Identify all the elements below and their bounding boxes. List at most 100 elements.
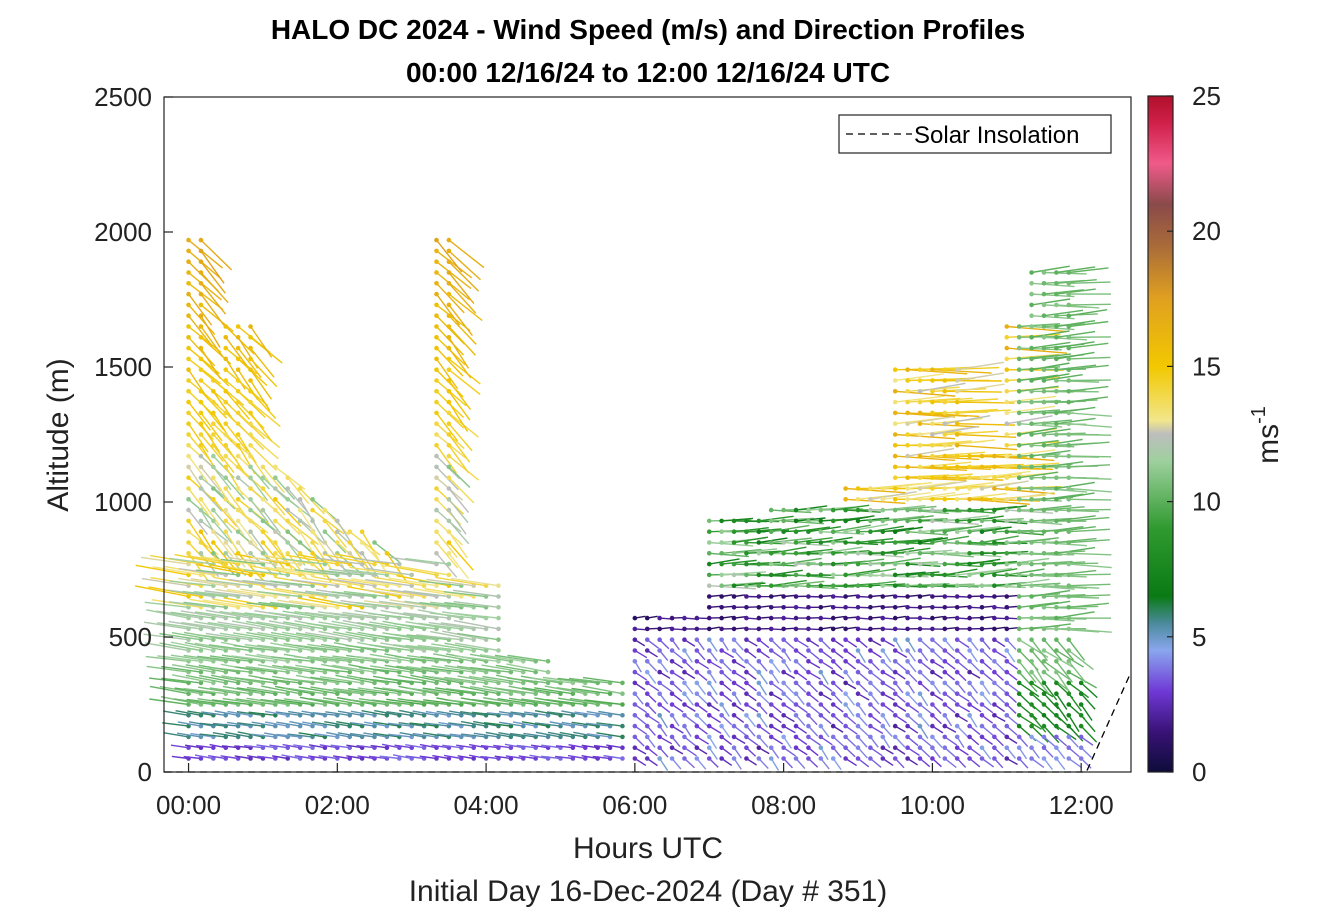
- wind-barb-head: [1054, 486, 1059, 491]
- wind-barb-head: [297, 691, 303, 696]
- wind-barb-shaft: [498, 731, 524, 738]
- wind-barb-head: [1041, 723, 1047, 729]
- wind-barb-shaft: [882, 671, 896, 680]
- wind-barb-head: [1041, 540, 1047, 545]
- wind-barb-head: [905, 399, 910, 405]
- wind-barb-head: [880, 756, 886, 761]
- wind-barb-shaft: [256, 621, 301, 630]
- wind-barb-head: [942, 637, 948, 642]
- wind-barb-head: [1054, 734, 1059, 740]
- wind-barb-head: [248, 475, 253, 481]
- wind-barb-shaft: [246, 631, 288, 641]
- wind-barb-head: [1054, 356, 1059, 362]
- wind-barb-head: [768, 572, 774, 578]
- wind-barb-head: [1041, 313, 1047, 319]
- wind-barb-head: [198, 540, 204, 545]
- wind-barb-head: [818, 713, 824, 718]
- wind-barb-head: [446, 432, 452, 437]
- wind-barb-head: [818, 659, 824, 664]
- wind-barb-head: [322, 691, 328, 696]
- wind-barb-head: [793, 659, 799, 664]
- wind-barb-shaft: [319, 569, 363, 576]
- wind-barb-head: [632, 745, 638, 750]
- wind-barb-shaft: [969, 660, 980, 672]
- wind-barb-head: [359, 648, 365, 653]
- wind-barb-head: [508, 691, 514, 696]
- wind-barb-head: [1054, 702, 1059, 707]
- wind-barb-shaft: [1068, 660, 1087, 684]
- wind-barb-head: [235, 507, 241, 513]
- wind-barb-head: [657, 680, 662, 686]
- wind-barb-head: [310, 713, 315, 718]
- wind-barb-head: [992, 464, 997, 470]
- wind-barb-head: [930, 518, 935, 524]
- wind-barb-head: [954, 421, 960, 427]
- wind-barb-head: [706, 551, 712, 556]
- wind-barb-head: [992, 561, 997, 567]
- wind-barb-shaft: [486, 712, 511, 716]
- wind-barb-head: [248, 399, 253, 405]
- wind-barb-head: [868, 615, 873, 621]
- wind-barb-head: [756, 540, 762, 545]
- wind-barb-shaft: [215, 588, 264, 598]
- wind-barb-shaft: [634, 703, 648, 714]
- wind-barb-head: [533, 669, 538, 675]
- wind-barb-head: [1016, 345, 1022, 351]
- wind-barb-head: [793, 745, 799, 750]
- wind-barb-head: [930, 756, 935, 761]
- wind-barb-head: [917, 453, 923, 459]
- x-axis-label: Hours UTC: [573, 832, 723, 865]
- wind-barb-shaft: [225, 423, 249, 452]
- wind-barb-head: [248, 432, 253, 437]
- wind-barb-shaft: [281, 558, 326, 565]
- wind-barb-shaft: [190, 732, 214, 738]
- wind-barb-shaft: [184, 641, 226, 652]
- wind-barb-shaft: [1006, 682, 1019, 693]
- wind-barb-head: [198, 626, 204, 632]
- wind-barb-shaft: [646, 671, 657, 684]
- wind-barb-head: [384, 713, 390, 718]
- wind-barb-head: [1016, 399, 1022, 405]
- wind-barb-shaft: [1006, 415, 1053, 425]
- wind-barb-head: [768, 583, 774, 588]
- wind-barb-head: [942, 443, 948, 448]
- wind-barb-head: [731, 713, 737, 718]
- wind-barb-shaft: [307, 656, 350, 662]
- wind-barb-head: [273, 713, 278, 718]
- wind-barb-head: [992, 507, 997, 513]
- wind-barb-head: [954, 594, 960, 599]
- wind-barb-shaft: [981, 693, 992, 706]
- wind-barb-head: [434, 324, 439, 329]
- wind-barb-shaft: [244, 569, 288, 576]
- y-tick-label: 500: [109, 622, 152, 652]
- wind-barb-shaft: [567, 754, 586, 760]
- wind-barb-shaft: [746, 736, 759, 746]
- wind-barb-shaft: [721, 571, 766, 576]
- wind-barb-head: [731, 637, 737, 642]
- wind-barb-shaft: [1031, 736, 1047, 747]
- wind-barb-shaft: [919, 526, 965, 533]
- wind-barb-shaft: [237, 520, 258, 547]
- wind-barb-head: [273, 723, 278, 729]
- wind-barb-head: [892, 399, 898, 405]
- wind-barb-head: [806, 680, 811, 686]
- wind-barb-head: [669, 713, 675, 718]
- wind-barb-head: [558, 723, 563, 729]
- wind-barb-head: [768, 723, 774, 729]
- wind-barb-head: [446, 335, 452, 340]
- wind-barb-shaft: [227, 710, 251, 716]
- wind-barb-shaft: [368, 755, 387, 760]
- wind-barb-head: [235, 421, 241, 427]
- wind-barb-shaft: [386, 698, 425, 706]
- wind-barb-shaft: [459, 685, 499, 695]
- wind-barb-head: [397, 561, 402, 567]
- wind-barb-head: [992, 529, 997, 534]
- wind-barb-head: [285, 507, 291, 513]
- wind-barb-head: [892, 583, 898, 588]
- wind-barb-head: [1041, 713, 1047, 718]
- wind-barb-head: [793, 561, 799, 567]
- wind-barb-shaft: [405, 755, 425, 760]
- wind-barb-shaft: [882, 515, 925, 522]
- wind-barb-head: [731, 702, 737, 707]
- wind-barb-shaft: [907, 481, 957, 490]
